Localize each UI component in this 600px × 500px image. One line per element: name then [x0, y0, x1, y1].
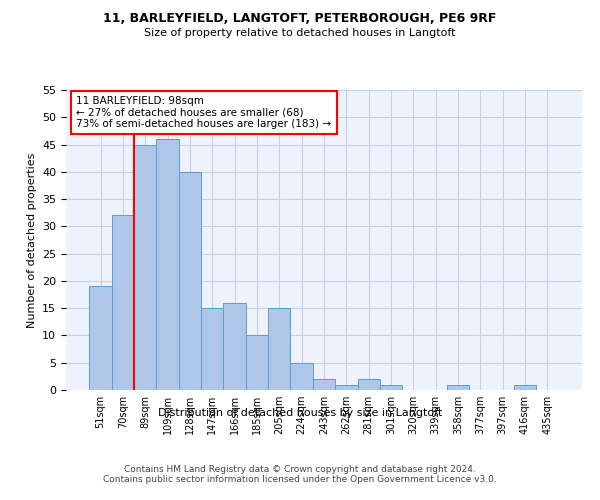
Bar	[157, 139, 179, 390]
Text: 11 BARLEYFIELD: 98sqm
← 27% of detached houses are smaller (68)
73% of semi-deta: 11 BARLEYFIELD: 98sqm ← 27% of detached …	[76, 96, 331, 129]
Bar	[514, 384, 536, 390]
Text: Size of property relative to detached houses in Langtoft: Size of property relative to detached ho…	[144, 28, 456, 38]
Text: 11, BARLEYFIELD, LANGTOFT, PETERBOROUGH, PE6 9RF: 11, BARLEYFIELD, LANGTOFT, PETERBOROUGH,…	[103, 12, 497, 26]
Y-axis label: Number of detached properties: Number of detached properties	[26, 152, 37, 328]
Bar	[358, 379, 380, 390]
Bar	[290, 362, 313, 390]
Bar	[335, 384, 358, 390]
Bar	[112, 216, 134, 390]
Bar	[380, 384, 402, 390]
Bar	[447, 384, 469, 390]
Text: Contains HM Land Registry data © Crown copyright and database right 2024.
Contai: Contains HM Land Registry data © Crown c…	[103, 465, 497, 484]
Bar	[134, 144, 157, 390]
Bar	[179, 172, 201, 390]
Bar	[246, 336, 268, 390]
Bar	[313, 379, 335, 390]
Bar	[201, 308, 223, 390]
Bar	[268, 308, 290, 390]
Bar	[223, 302, 246, 390]
Text: Distribution of detached houses by size in Langtoft: Distribution of detached houses by size …	[158, 408, 442, 418]
Bar	[89, 286, 112, 390]
